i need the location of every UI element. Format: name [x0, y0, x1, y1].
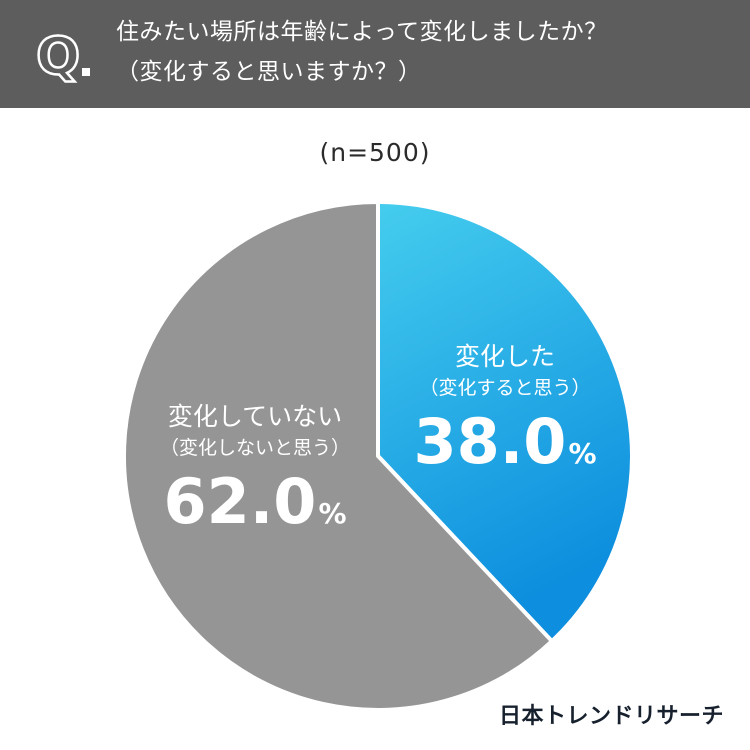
slice-label-unchanged: 変化していない （変化しないと思う） 62.0% — [140, 400, 370, 550]
q-icon: Q — [35, 26, 90, 84]
question-line-2: （変化すると思いますか？） — [116, 59, 422, 85]
question-text: 住みたい場所は年齢によって変化しましたか？ （変化すると思いますか？） — [116, 12, 736, 92]
slice-label-sub: （変化しないと思う） — [159, 437, 350, 459]
question-header: Q 住みたい場所は年齢によって変化しましたか？ （変化すると思いますか？） — [0, 0, 750, 108]
slice-label-changed: 変化した （変化すると思う） 38.0% — [395, 340, 615, 490]
slice-label-main: 変化していない — [167, 402, 343, 431]
q-letter: Q — [36, 27, 80, 84]
slice-label-main: 変化した — [454, 342, 555, 371]
slice-value-number: 62.0 — [163, 465, 317, 538]
q-dot — [82, 68, 90, 76]
pie-slice-changed — [376, 200, 634, 644]
slice-value: 62.0% — [140, 466, 370, 550]
pie-slice-unchanged — [122, 200, 554, 712]
slice-value-unit: % — [318, 497, 347, 530]
sample-size-label: (n=500) — [319, 138, 431, 167]
slice-label-sub: （変化すると思う） — [419, 377, 591, 399]
slice-value-number: 38.0 — [413, 405, 567, 478]
brand-logo: 日本トレンドリサーチ — [498, 704, 724, 729]
slice-value: 38.0% — [395, 406, 615, 490]
question-line-1: 住みたい場所は年齢によって変化しましたか？ — [116, 19, 608, 45]
slice-value-unit: % — [568, 437, 597, 470]
